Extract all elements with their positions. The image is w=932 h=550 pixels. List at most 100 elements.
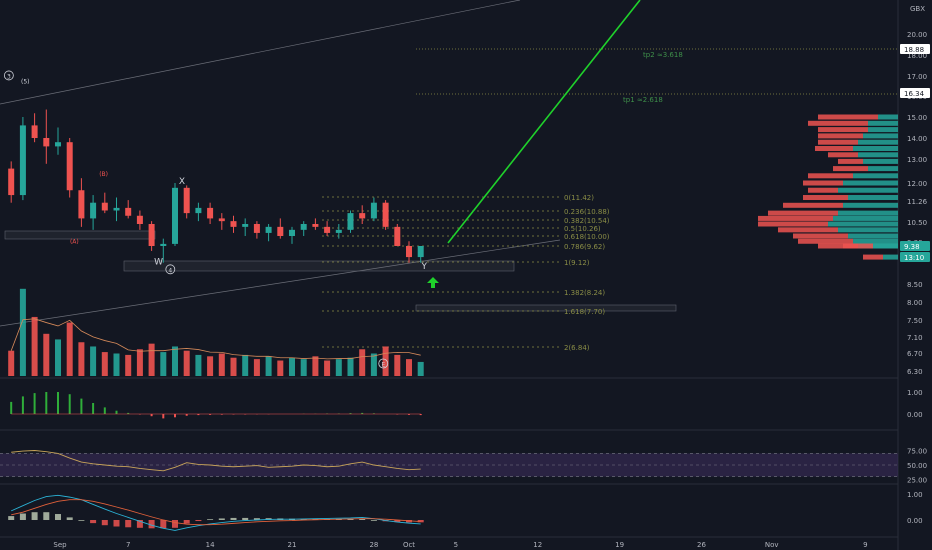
volume-bar xyxy=(183,350,190,376)
fib-level-label: 2(6.84) xyxy=(564,344,590,352)
volume-bar xyxy=(265,356,272,376)
rsi-line xyxy=(11,450,421,472)
profile-sell-bar xyxy=(778,227,838,233)
profile-buy-bar xyxy=(878,114,898,120)
volume-bar xyxy=(406,359,412,376)
candle-body xyxy=(359,213,366,219)
fib-level-label: 1.618(7.70) xyxy=(564,308,605,316)
price-tick-label: 20.00 xyxy=(907,31,927,39)
profile-buy-bar xyxy=(853,146,898,151)
candle-body xyxy=(417,246,424,258)
macd-histogram-bar xyxy=(370,520,377,521)
date-label-oct: Oct xyxy=(403,541,415,549)
fib-level-label: 0.236(10.88) xyxy=(564,208,610,216)
volume-bar xyxy=(230,357,237,376)
volume-bar xyxy=(78,342,85,376)
candle-body xyxy=(324,226,331,233)
profile-buy-bar xyxy=(863,133,898,139)
trendline-upper xyxy=(0,0,521,105)
price-tick-label: 18.00 xyxy=(907,52,927,60)
macd-signal-line xyxy=(11,499,421,526)
volume-bar xyxy=(19,288,26,376)
date-label-nov: Nov xyxy=(765,541,779,549)
volume-bar xyxy=(66,322,73,376)
rsi-band xyxy=(0,453,898,477)
currency-label: GBX xyxy=(910,5,925,13)
macd-histogram-bar xyxy=(394,520,401,523)
wave-label: (A) xyxy=(70,238,79,245)
profile-sell-bar xyxy=(768,210,838,216)
wave-label: 4 xyxy=(168,267,172,274)
candle-body xyxy=(289,229,295,236)
candle-body xyxy=(43,138,50,147)
candle-body xyxy=(90,202,97,219)
volume-bar xyxy=(195,354,202,376)
macd-histogram-bar xyxy=(8,516,15,520)
candle-body xyxy=(230,221,237,227)
candle-body xyxy=(113,207,120,211)
momentum-panel[interactable]: 1.00 0.00 xyxy=(10,389,923,419)
price-badge-label: 16.34 xyxy=(904,90,925,98)
macd-histogram-bar xyxy=(19,513,26,520)
target-label: tp1 ≈2.618 xyxy=(623,96,663,104)
profile-sell-bar xyxy=(818,133,863,139)
momentum-tick-label: 1.00 xyxy=(907,389,923,397)
date-axis[interactable]: Sep 7 14 21 28 Oct 5 12 19 26 Nov 9 xyxy=(53,541,867,549)
volume-bar xyxy=(148,343,155,376)
profile-buy-bar xyxy=(853,173,898,179)
profile-buy-bar xyxy=(838,227,898,233)
candle-body xyxy=(394,226,401,246)
price-tick-label: 8.00 xyxy=(907,299,923,307)
volume-bar xyxy=(172,346,178,376)
wave-label: E xyxy=(381,362,385,369)
macd-histogram-bar xyxy=(242,517,249,520)
candle-body xyxy=(277,226,284,236)
macd-histogram-bar xyxy=(43,512,50,520)
profile-sell-bar xyxy=(793,233,848,239)
rsi-panel[interactable]: 75.00 50.00 25.00 xyxy=(0,448,927,485)
macd-panel[interactable]: 1.00 0.00 xyxy=(8,491,923,531)
volume-bar xyxy=(218,353,225,376)
profile-buy-bar xyxy=(868,166,898,172)
candlesticks[interactable] xyxy=(8,109,424,263)
volume-bar xyxy=(347,357,354,376)
profile-sell-bar xyxy=(758,215,833,221)
date-label-26: 26 xyxy=(697,541,706,549)
wave-label: (5) xyxy=(21,78,30,85)
price-tick-label: 7.10 xyxy=(907,334,923,342)
profile-sell-bar xyxy=(833,166,868,172)
price-tick-label: 6.30 xyxy=(907,368,923,376)
profile-sell-bar xyxy=(815,146,853,151)
profile-sell-bar xyxy=(798,238,853,244)
profile-sell-bar xyxy=(818,139,858,145)
profile-sell-bar xyxy=(843,243,873,249)
candle-body xyxy=(148,224,155,246)
profile-buy-bar xyxy=(838,210,898,216)
profile-buy-bar xyxy=(868,127,898,133)
volume-profile xyxy=(758,114,898,260)
price-axis[interactable]: GBX 20.0018.0017.0016.0015.0014.0013.001… xyxy=(907,5,928,376)
volume-bar xyxy=(394,354,401,376)
volume-bar xyxy=(359,349,366,376)
candle-body xyxy=(19,125,26,196)
candle-body xyxy=(136,215,143,224)
macd-tick-label: 0.00 xyxy=(907,517,923,525)
volume-bar xyxy=(207,356,214,376)
wave-label-circle xyxy=(3,70,14,81)
drawing-overlays[interactable]: 0(11.42) 0.236(10.88)0.382(10.54)0.5(10.2… xyxy=(0,0,898,352)
macd-histogram-bar xyxy=(172,520,178,528)
price-badges: 18.88 16.34 9.38 13:10 xyxy=(900,44,930,262)
wave-label: 3 xyxy=(7,73,11,80)
volume-bar xyxy=(31,316,38,376)
volume-bar xyxy=(312,356,319,376)
fib-level-label: 0.5(10.26) xyxy=(564,225,601,233)
volume-bar xyxy=(289,357,295,376)
wave-label: W xyxy=(154,257,163,267)
macd-histogram-bar xyxy=(230,517,237,520)
fib-level-label: 1(9.12) xyxy=(564,259,590,267)
candle-body xyxy=(370,202,377,219)
candle-body xyxy=(172,187,178,244)
price-badge-label: 18.88 xyxy=(904,46,924,54)
profile-buy-bar xyxy=(838,187,898,193)
